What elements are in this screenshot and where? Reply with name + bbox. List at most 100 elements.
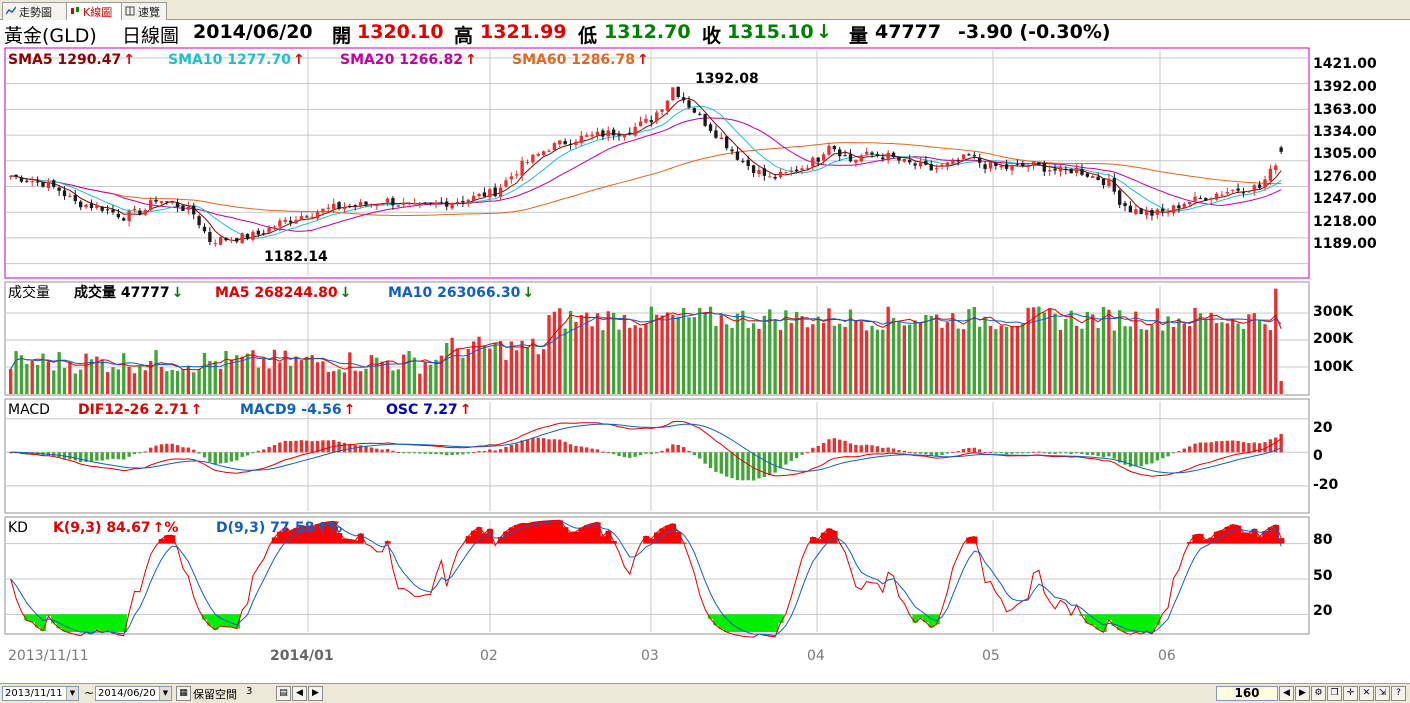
kd-overbought-fill — [277, 531, 284, 544]
kd-overbought-fill — [1219, 530, 1226, 544]
end-date-select[interactable]: 2014/06/20 ▼ — [95, 686, 172, 701]
volume-bar — [1128, 326, 1133, 394]
zoom-in-icon[interactable]: ▶ — [1295, 686, 1310, 701]
price-tick: 1189.00 — [1313, 236, 1377, 252]
candle-body — [278, 220, 282, 227]
volume-bar — [1123, 326, 1127, 394]
kd-overbought-fill — [664, 525, 671, 544]
candle-body — [62, 190, 67, 197]
candle-body — [509, 176, 514, 180]
volume-tick: 100K — [1313, 359, 1354, 375]
kd-oversold-fill — [99, 614, 106, 632]
kd-oversold-fill — [56, 614, 63, 629]
volume-bar — [105, 372, 110, 394]
volume-bar — [854, 320, 858, 394]
legend-volume-title: 成交量 — [8, 284, 50, 301]
kd-overbought-fill — [309, 526, 316, 544]
candle-body — [1069, 168, 1073, 174]
volume-bar — [800, 316, 804, 394]
macd-osc-bar — [111, 452, 115, 459]
volume-bar — [504, 359, 508, 394]
candle-body — [9, 175, 13, 177]
settings-icon[interactable]: ⚙ — [1311, 686, 1326, 701]
volume-bar — [1166, 316, 1170, 394]
volume-bar — [1074, 325, 1079, 394]
candle-body — [708, 124, 713, 131]
macd-osc-bar — [945, 452, 950, 454]
export-icon[interactable]: ⇲ — [1375, 686, 1390, 701]
volume-bar — [902, 325, 906, 394]
macd-osc-bar — [568, 444, 573, 453]
candle-body — [299, 216, 304, 221]
macd-osc-bar — [886, 447, 890, 453]
close-icon[interactable]: ✕ — [1359, 686, 1374, 701]
candle-body — [407, 203, 411, 205]
candle-body — [1037, 162, 1041, 165]
grid-toggle-icon[interactable]: ▤ — [276, 686, 291, 701]
candle-body — [79, 201, 83, 208]
candle-body — [1117, 190, 1122, 205]
scroll-left-icon[interactable]: ◀ — [292, 686, 307, 701]
volume-bar — [19, 355, 24, 394]
candle-body — [1144, 210, 1149, 216]
price-panel[interactable] — [4, 47, 1310, 279]
reserve-space-icon[interactable]: ▦ — [176, 686, 191, 701]
volume-bar — [1209, 312, 1213, 394]
macd-panel[interactable] — [4, 398, 1310, 514]
macd-osc-bar — [1074, 452, 1079, 454]
volume-panel[interactable] — [4, 281, 1310, 396]
macd-osc-bar — [1187, 446, 1192, 453]
kd-overbought-fill — [573, 531, 580, 544]
candle-body — [337, 202, 341, 209]
macd-osc-bar — [504, 446, 508, 453]
bar-count-field[interactable]: 160 — [1216, 686, 1278, 701]
tab-kline[interactable]: K線圖 — [66, 2, 122, 20]
tab-label: 速覽 — [138, 6, 160, 19]
candle-body — [978, 157, 982, 163]
volume-bar — [288, 365, 293, 394]
volume-bar — [681, 308, 686, 394]
macd-osc-bar — [412, 452, 417, 454]
volume-bar — [692, 317, 697, 394]
scroll-right-icon[interactable]: ▶ — [308, 686, 323, 701]
candle-body — [68, 195, 72, 197]
macd-osc-bar — [1107, 452, 1111, 457]
tab-trend[interactable]: 走勢圖 — [2, 2, 68, 20]
macd-osc-bar — [859, 445, 863, 453]
macd-osc-bar — [423, 452, 427, 454]
stock-chart[interactable]: 1392.08 1182.14 SMA5 1290.47 ↑ SMA10 1277… — [0, 46, 1410, 683]
macd-osc-bar — [821, 442, 826, 453]
volume-bar — [929, 315, 933, 394]
volume-bar — [321, 361, 325, 394]
kd-overbought-fill — [578, 527, 585, 544]
macd-osc-bar — [57, 452, 61, 458]
bookmark-icon[interactable]: ❒ — [1327, 686, 1342, 701]
macd-osc-bar — [773, 452, 777, 473]
help-icon[interactable]: ? — [1391, 686, 1406, 701]
start-date-select[interactable]: 2013/11/11 ▼ — [2, 686, 79, 701]
macd-osc-bar — [832, 438, 837, 453]
zoom-out-icon[interactable]: ◀ — [1279, 686, 1294, 701]
candle-body — [563, 141, 567, 145]
candle-body — [1123, 203, 1127, 207]
volume-bar — [95, 356, 99, 394]
kd-panel[interactable] — [4, 516, 1310, 635]
macd-osc-bar — [1193, 443, 1197, 453]
candle-body — [138, 210, 142, 215]
candle-body — [611, 129, 616, 136]
candle-body — [105, 209, 110, 211]
volume-bar — [644, 323, 648, 394]
tab-overview[interactable]: 速覽 — [121, 2, 167, 20]
candle-body — [891, 152, 896, 157]
kd-overbought-fill — [314, 524, 321, 544]
volume-bar — [100, 359, 104, 394]
macd-osc-bar — [509, 444, 514, 453]
kd-overbought-fill — [320, 522, 327, 544]
crosshair-icon[interactable]: ✛ — [1343, 686, 1358, 701]
macd-osc-bar — [994, 452, 998, 454]
volume-bar — [89, 359, 94, 394]
volume-bar — [68, 362, 72, 394]
candle-body — [95, 205, 99, 208]
volume-bar — [622, 315, 627, 394]
macd-osc-bar — [1048, 452, 1052, 454]
